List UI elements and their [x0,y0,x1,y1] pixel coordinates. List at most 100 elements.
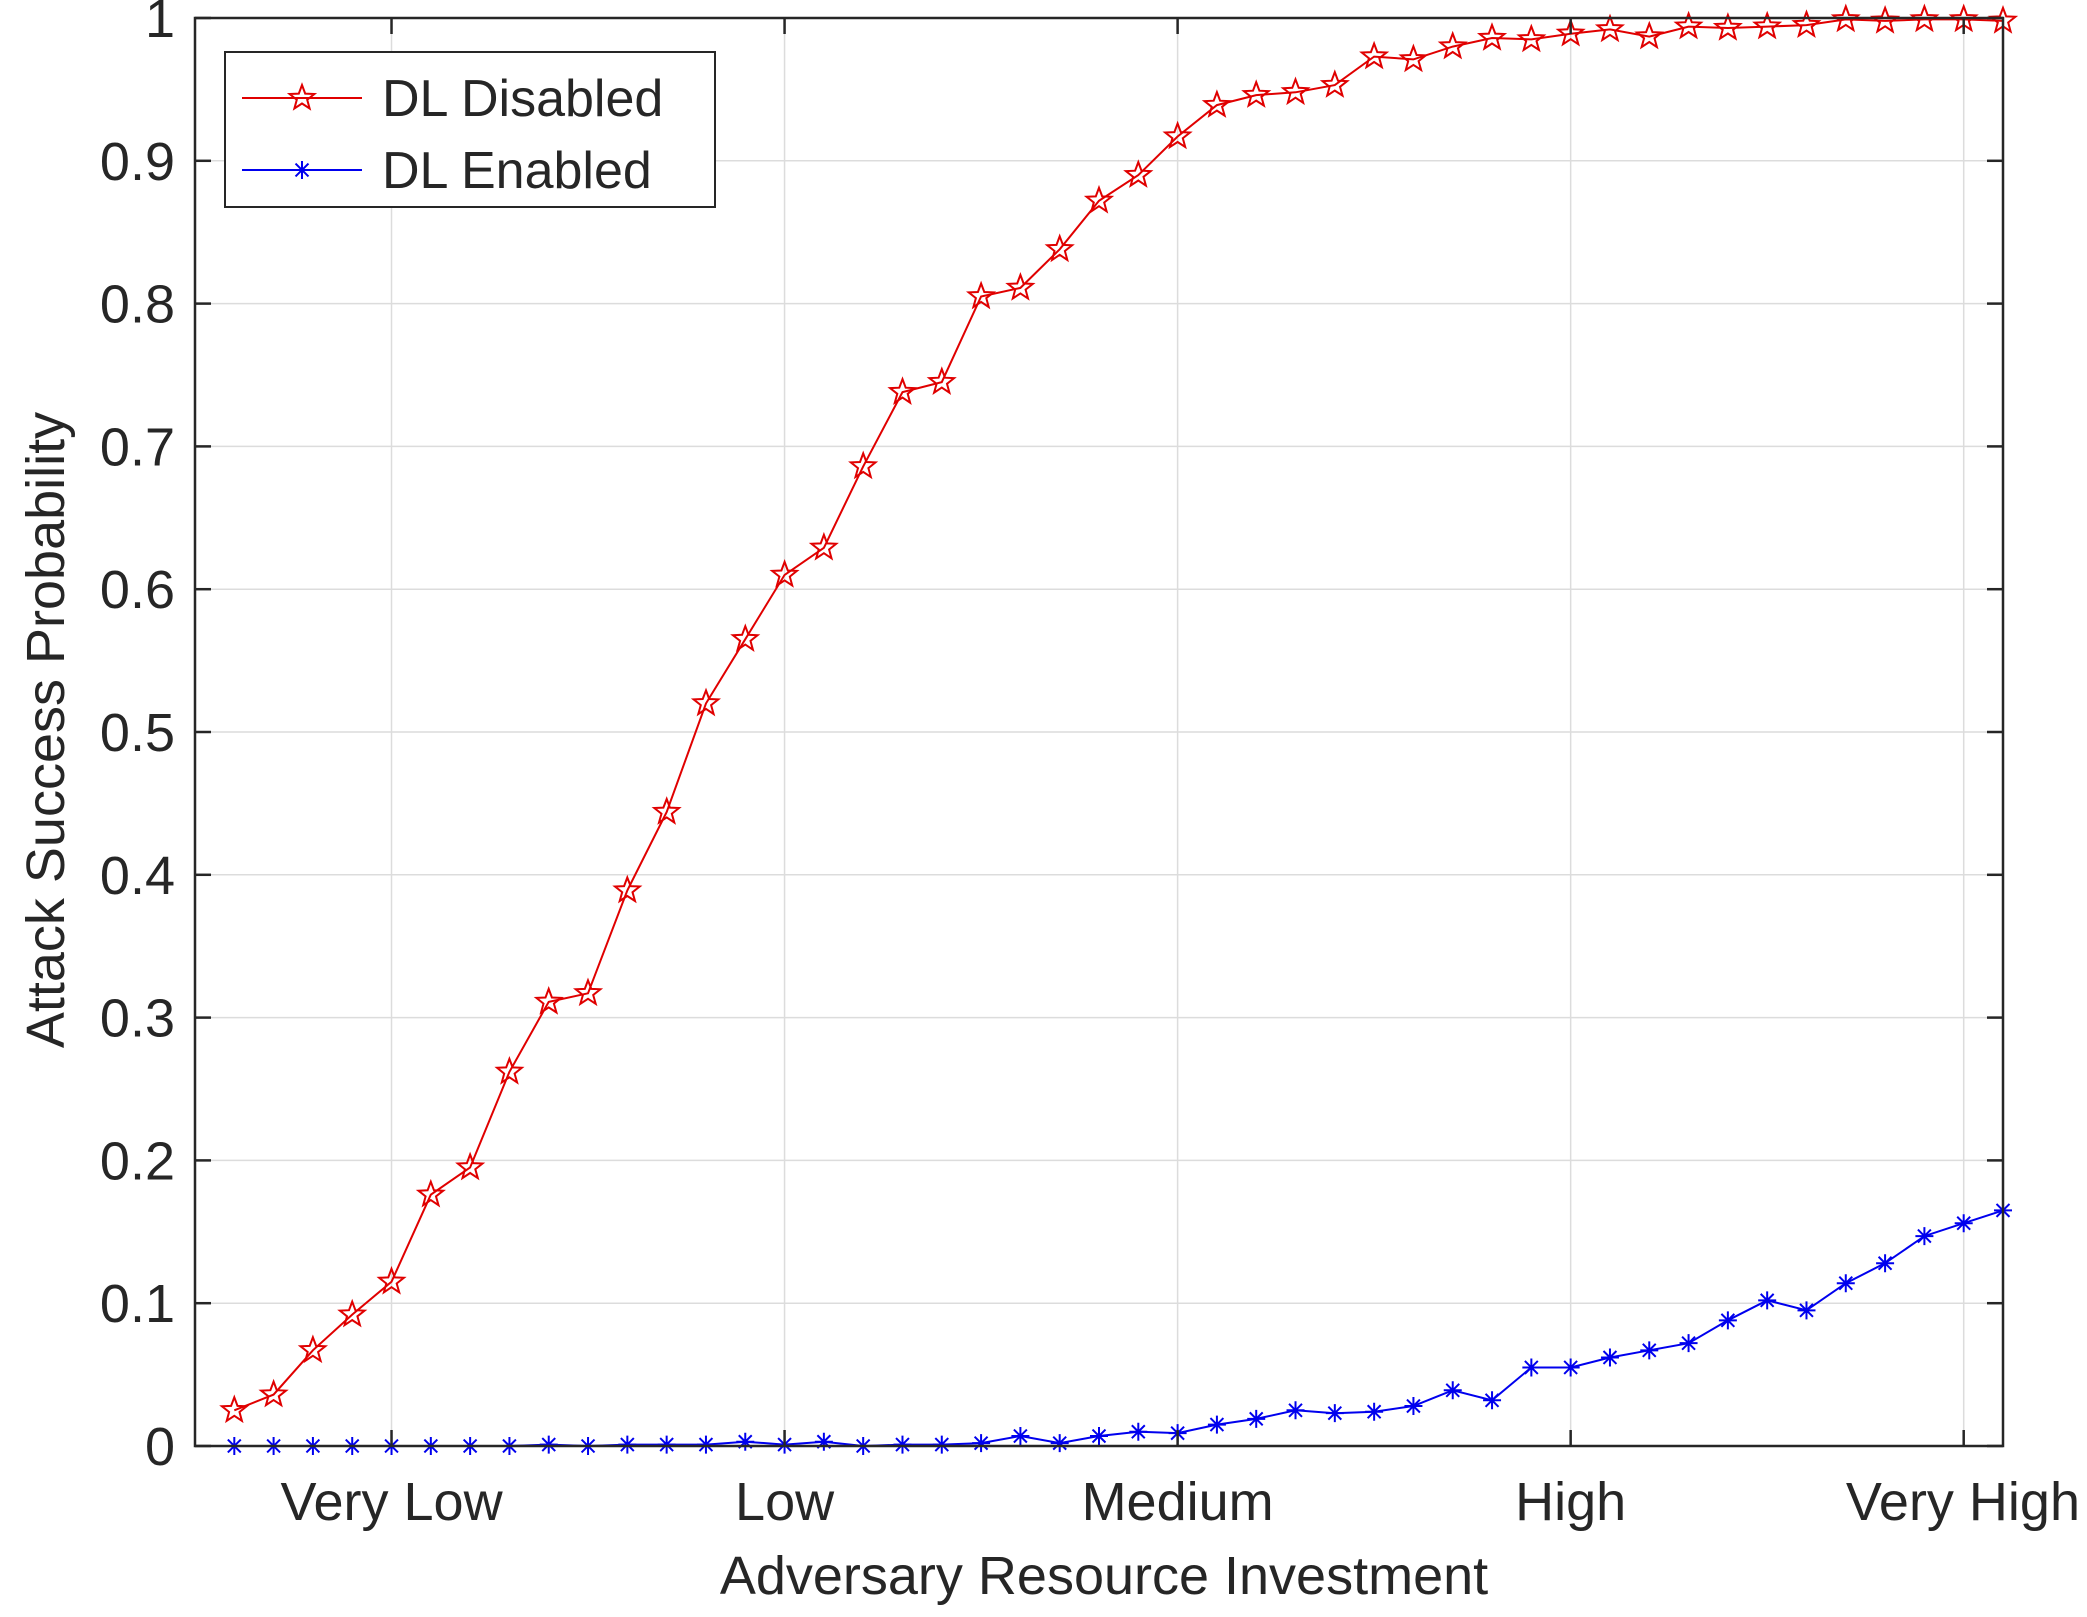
data-point-dl-enabled [1247,1409,1266,1428]
y-tick-label: 0.2 [100,1131,175,1191]
data-point-dl-enabled [1090,1427,1108,1445]
legend-item-dl-enabled: DL Enabled [242,142,652,200]
y-axis-tick-labels: 0 0.1 0.2 0.3 0.4 0.5 0.6 0.7 0.8 0.9 1 [100,0,175,1477]
y-tick-label: 0.9 [100,132,175,192]
data-point-dl-disabled [1044,233,1075,263]
series-dl-disabled [219,3,2019,1424]
data-point-dl-disabled [1830,3,1861,33]
data-point-dl-disabled [297,1334,329,1364]
data-point-dl-enabled [1561,1358,1580,1377]
data-point-dl-disabled [533,986,564,1015]
y-tick-label: 1 [145,0,175,49]
data-point-dl-disabled [887,376,918,406]
data-point-dl-disabled [1083,184,1115,214]
legend-label: DL Enabled [382,142,652,200]
x-axis-tick-labels: Very Low Low Medium High Very High [280,1472,2080,1532]
data-point-dl-disabled [808,531,839,561]
data-point-dl-disabled [730,623,761,653]
legend-item-dl-disabled: DL Disabled [242,70,663,128]
data-point-dl-enabled [1050,1434,1069,1453]
data-point-dl-disabled [690,687,722,717]
y-tick-label: 0 [145,1417,175,1477]
data-point-dl-enabled [618,1435,637,1454]
data-point-dl-disabled [494,1056,525,1085]
data-point-dl-disabled [1791,9,1822,39]
data-point-dl-enabled [1522,1358,1541,1377]
data-point-dl-enabled [814,1432,833,1451]
data-point-dl-disabled [1516,23,1547,53]
data-point-dl-disabled [1359,40,1390,70]
data-point-dl-enabled [1483,1391,1502,1410]
data-point-dl-disabled [1398,43,1429,73]
data-point-dl-enabled [1011,1427,1030,1445]
axis-ticks [195,16,2003,1448]
x-tick-label: Medium [1082,1472,1274,1532]
data-point-dl-disabled [415,1178,446,1208]
data-point-dl-disabled [1201,89,1233,118]
data-point-dl-enabled [1129,1422,1148,1441]
data-point-dl-disabled [1673,10,1704,40]
data-point-dl-disabled [455,1151,486,1181]
data-point-dl-enabled [539,1435,558,1454]
data-point-dl-enabled [1876,1254,1895,1273]
y-tick-label: 0.8 [100,275,175,335]
data-point-dl-enabled [1954,1214,1973,1233]
x-tick-label: High [1515,1472,1626,1532]
y-tick-label: 0.3 [100,989,175,1049]
data-point-dl-disabled [965,280,997,310]
legend-marker [286,82,318,111]
x-tick-label: Very High [1846,1472,2080,1532]
series-line-dl-disabled [233,18,2004,1412]
data-point-dl-disabled [651,796,682,825]
data-point-dl-enabled [1640,1341,1659,1360]
y-axis-title: Attack Success Probability [16,412,76,1048]
data-point-dl-disabled [1712,12,1743,41]
x-tick-label: Low [735,1472,835,1532]
data-point-dl-enabled [1404,1397,1423,1416]
data-point-dl-disabled [337,1298,368,1328]
data-point-dl-enabled [932,1435,951,1454]
data-point-dl-enabled [1600,1348,1619,1367]
data-point-dl-enabled [1758,1291,1777,1310]
data-point-dl-disabled [1752,10,1783,40]
data-point-dl-enabled [1443,1381,1462,1400]
y-tick-label: 0.1 [100,1274,175,1334]
legend-label: DL Disabled [382,70,663,128]
data-point-dl-enabled [1797,1301,1816,1320]
legend-marker [293,161,311,179]
legend-box [224,51,716,208]
data-point-dl-enabled [1286,1401,1305,1420]
x-tick-label: Very Low [280,1472,503,1532]
data-point-dl-disabled [926,366,957,396]
data-point-dl-enabled [1836,1274,1855,1293]
data-point-dl-disabled [376,1265,407,1295]
data-point-dl-enabled [657,1435,676,1454]
data-point-dl-disabled [219,1394,250,1424]
data-point-dl-disabled [572,977,604,1007]
data-point-dl-disabled [1241,79,1272,108]
data-point-dl-enabled [1915,1227,1934,1246]
legend: DL Disabled DL Enabled [224,51,716,208]
y-tick-label: 0.4 [100,846,175,906]
data-point-dl-disabled [1555,17,1586,47]
data-point-dl-disabled [1162,120,1193,150]
data-point-dl-disabled [1123,159,1154,188]
data-point-dl-disabled [1319,69,1350,98]
data-point-dl-enabled [736,1432,755,1451]
y-tick-label: 0.5 [100,703,175,763]
data-point-dl-disabled [1634,20,1665,50]
data-point-dl-enabled [1207,1415,1226,1434]
data-point-dl-enabled [893,1435,912,1454]
data-point-dl-enabled [1718,1311,1737,1330]
data-point-dl-disabled [769,559,800,588]
data-point-dl-enabled [1365,1402,1384,1421]
data-point-dl-disabled [258,1378,289,1408]
data-point-dl-enabled [972,1434,991,1453]
data-point-dl-disabled [1909,3,1940,33]
data-point-dl-disabled [1869,5,1901,34]
data-point-dl-disabled [1437,30,1468,60]
data-point-dl-disabled [848,450,879,480]
